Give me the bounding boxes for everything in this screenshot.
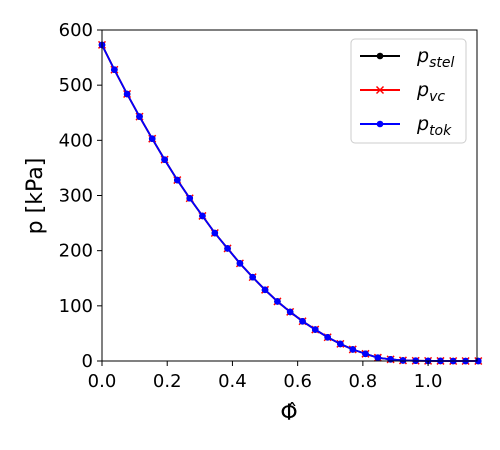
data-point (387, 356, 394, 363)
data-point (111, 66, 118, 74)
x-tick-label: 1.0 (414, 371, 443, 392)
y-tick-label: 400 (59, 130, 93, 151)
data-point (286, 308, 294, 316)
data-point (274, 298, 281, 305)
x-tick-label: 0.6 (283, 371, 312, 392)
legend-entry-stel: pstel (360, 45, 454, 71)
data-point (374, 354, 382, 361)
legend-entry-vc: pvc (360, 79, 445, 105)
data-point (148, 135, 156, 142)
data-point (123, 90, 131, 98)
series-tok (98, 41, 482, 365)
legend-label: pvc (416, 79, 445, 105)
x-tick-label: 0.2 (153, 371, 182, 392)
data-point (199, 212, 206, 220)
legend-marker (376, 52, 384, 60)
y-tick-label: 200 (59, 241, 93, 262)
y-axis: 0 100 200 300 400 500 600 (59, 20, 102, 372)
x-tick-label: 0.8 (349, 371, 378, 392)
data-point (236, 260, 244, 267)
legend-marker (376, 120, 384, 128)
y-tick-label: 600 (59, 20, 93, 41)
data-point (324, 333, 331, 341)
data-point (136, 113, 143, 120)
data-point (299, 317, 306, 325)
data-point (261, 286, 269, 294)
data-point (349, 346, 357, 353)
legend-box (350, 38, 467, 144)
legend-marker (375, 85, 385, 95)
data-point (249, 273, 256, 281)
y-tick-label: 500 (59, 75, 93, 96)
data-point (174, 176, 181, 184)
data-point (161, 156, 168, 163)
y-axis-label: p [kPa] (23, 158, 48, 235)
y-tick-label: 0 (82, 351, 93, 372)
x-axis: 0.0 0.2 0.4 0.6 0.8 1.0 (88, 361, 443, 392)
data-point (186, 194, 194, 202)
x-tick-label: 0.4 (218, 371, 247, 392)
data-point (337, 340, 344, 348)
legend-label: pstel (416, 45, 454, 71)
x-axis-label: Φ̂ (280, 401, 297, 426)
data-point (311, 326, 319, 333)
x-tick-label: 0.0 (88, 371, 117, 392)
legend-entry-tok: ptok (360, 113, 452, 139)
data-point (224, 245, 231, 252)
legend-label: ptok (416, 113, 452, 139)
y-tick-label: 100 (59, 296, 93, 317)
y-tick-label: 300 (59, 186, 93, 207)
data-point (211, 229, 219, 237)
legend: pstel pvc ptok (350, 38, 467, 144)
data-point (362, 350, 369, 358)
data-point (399, 357, 407, 364)
